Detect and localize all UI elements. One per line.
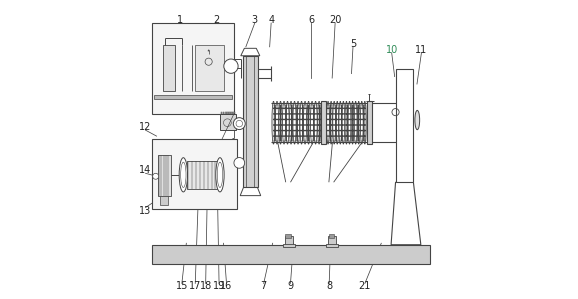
Polygon shape <box>240 187 261 196</box>
Bar <box>328 234 334 238</box>
Bar <box>234 112 235 115</box>
Text: 20: 20 <box>329 15 342 25</box>
Bar <box>243 56 258 187</box>
Circle shape <box>234 118 245 129</box>
Bar <box>328 236 336 245</box>
Bar <box>284 236 293 245</box>
Bar <box>326 105 366 141</box>
Ellipse shape <box>216 158 224 192</box>
Text: 12: 12 <box>139 122 152 132</box>
Circle shape <box>224 59 238 73</box>
Text: 13: 13 <box>139 205 151 216</box>
Bar <box>152 23 234 114</box>
Bar <box>227 112 228 115</box>
Bar <box>286 234 291 238</box>
Text: 4: 4 <box>268 15 274 25</box>
Bar <box>225 112 227 115</box>
Bar <box>229 112 231 115</box>
Text: 1: 1 <box>177 15 183 25</box>
Polygon shape <box>241 48 260 56</box>
Bar <box>231 112 233 115</box>
Text: 10: 10 <box>386 45 398 55</box>
Bar <box>367 101 372 144</box>
Text: 19: 19 <box>213 281 225 292</box>
Ellipse shape <box>415 110 420 130</box>
Bar <box>158 155 171 196</box>
Text: 17: 17 <box>189 281 202 292</box>
Text: 21: 21 <box>359 281 371 292</box>
Bar <box>220 114 236 130</box>
Circle shape <box>234 158 244 168</box>
Text: 11: 11 <box>416 45 428 55</box>
Bar <box>162 45 175 91</box>
Bar <box>395 69 413 182</box>
Bar <box>321 101 327 144</box>
Bar <box>223 112 224 115</box>
Bar <box>187 161 218 189</box>
Bar <box>154 95 232 99</box>
Bar <box>283 244 295 247</box>
Text: 7: 7 <box>261 281 267 292</box>
Text: 14: 14 <box>139 165 151 175</box>
Text: 8: 8 <box>326 281 332 292</box>
Text: 5: 5 <box>350 39 356 49</box>
Bar <box>195 45 224 91</box>
Text: 16: 16 <box>220 281 232 292</box>
Bar <box>152 139 237 209</box>
Bar <box>273 105 325 141</box>
Ellipse shape <box>179 158 187 192</box>
Text: 2: 2 <box>213 15 219 25</box>
Text: 3: 3 <box>251 15 258 25</box>
Bar <box>160 196 168 205</box>
Text: 9: 9 <box>287 281 294 292</box>
Bar <box>221 112 223 115</box>
Text: 18: 18 <box>199 281 212 292</box>
Circle shape <box>153 173 158 179</box>
Text: 6: 6 <box>308 15 314 25</box>
Bar <box>152 245 431 264</box>
Polygon shape <box>391 182 421 245</box>
Bar <box>326 244 338 247</box>
Text: 15: 15 <box>176 281 188 292</box>
